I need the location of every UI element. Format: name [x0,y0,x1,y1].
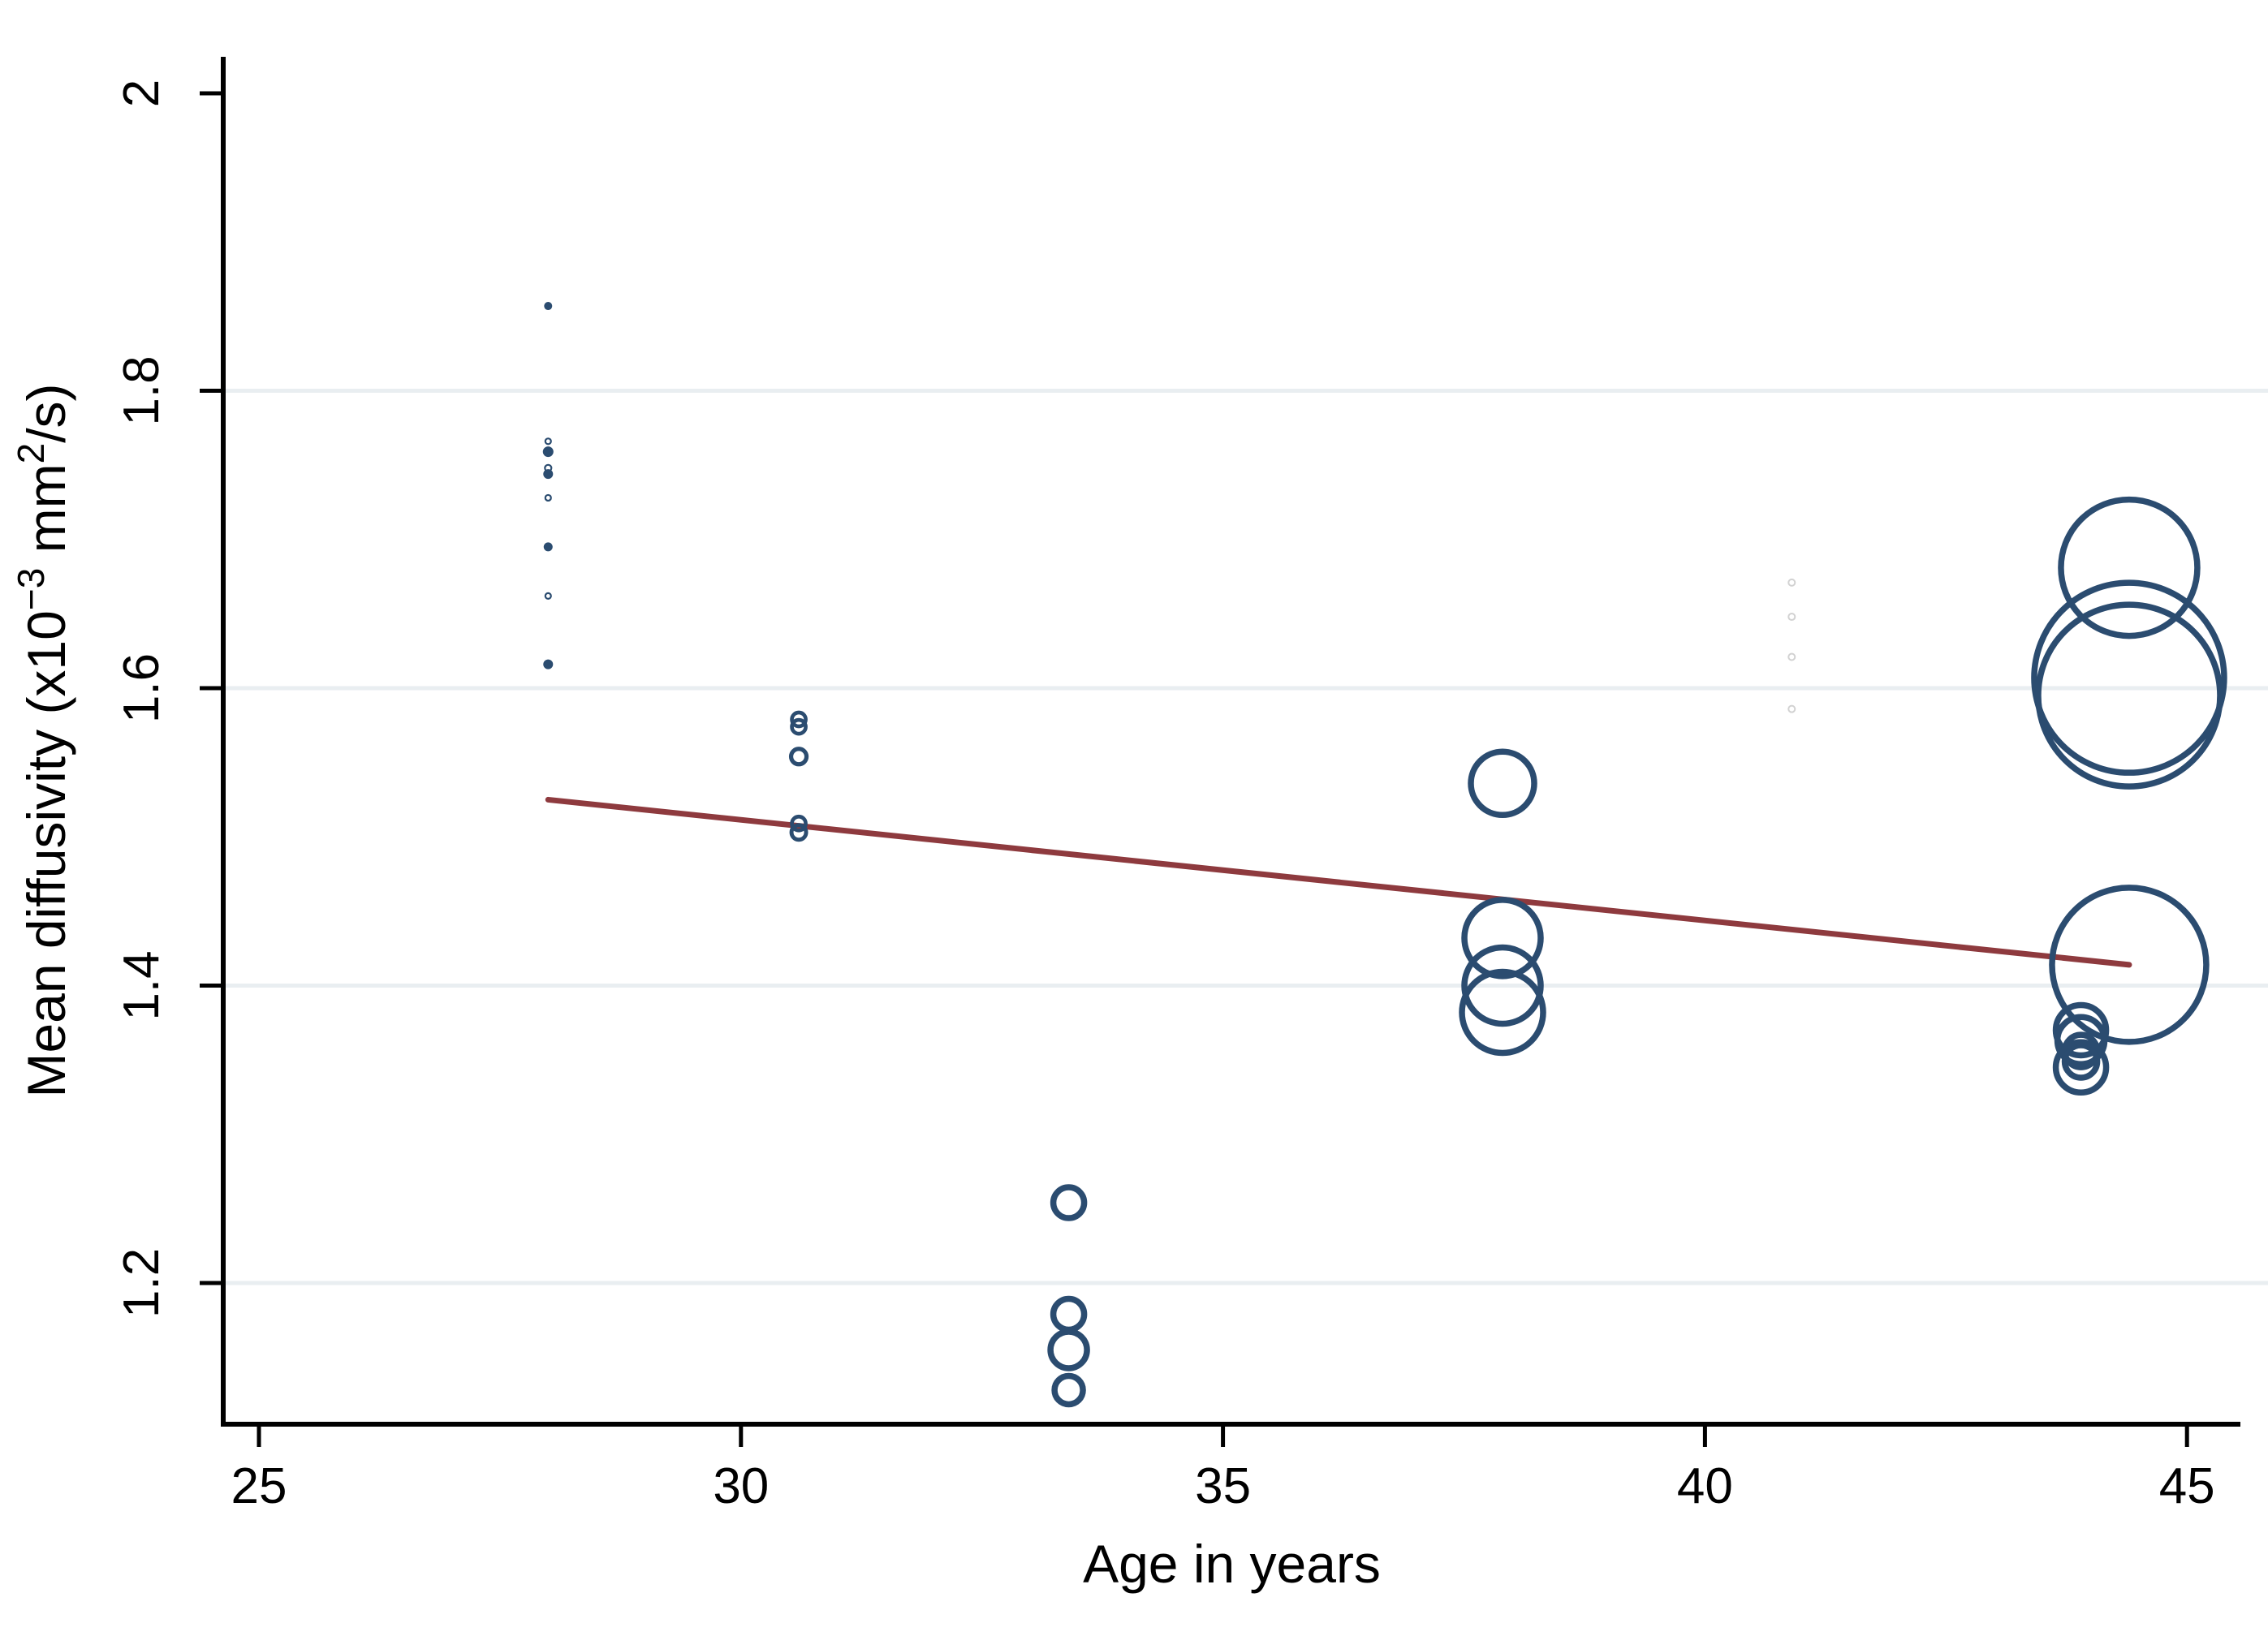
ghost-point [1787,613,1796,622]
data-point-bubble [2058,496,2201,639]
data-point-bubble [2052,1039,2110,1096]
data-point-bubble [2049,885,2210,1045]
data-point-bubble [1459,968,1546,1057]
x-tick-label: 35 [1195,1458,1251,1514]
data-point-bubble [544,592,552,600]
data-point-bubble [790,710,808,729]
data-point-bubble [544,493,552,502]
data-point-bubble [1050,1184,1088,1221]
data-point-bubble [544,437,552,446]
data-point-bubble [789,823,808,842]
x-tick-label: 45 [2159,1458,2215,1514]
y-tick-label: 1.6 [114,653,170,723]
y-tick-label: 1.2 [114,1248,170,1318]
data-point-bubble [1051,1372,1086,1408]
data-point-bubble [1461,897,1544,979]
data-point-bubble [1050,1295,1088,1333]
ghost-points [1787,578,1796,713]
data-point-bubble [2052,1001,2110,1059]
x-tick-label: 30 [713,1458,769,1514]
x-tick-label: 25 [231,1458,287,1514]
x-tick-label: 40 [1677,1458,1733,1514]
data-point-bubble [790,814,808,833]
y-axis-title: Mean diffusivity (x10−3 mm2/s) [10,383,76,1097]
data-point-bubble [790,717,808,736]
data-point-bubble [2031,579,2227,776]
y-tick-label: 1.4 [114,950,170,1020]
gridlines [223,389,2268,1285]
data-point-bubble [2054,1014,2108,1068]
data-points [542,302,2227,1408]
data-point-bubble [788,747,809,767]
data-point-bubble [543,542,553,552]
y-tick-label: 2 [114,80,170,107]
data-point-bubble [2035,601,2223,790]
fit-line-layer [545,796,2132,968]
data-point-bubble [1461,944,1544,1027]
ghost-point [1787,704,1796,713]
data-point-bubble [544,302,553,311]
data-point-bubble [542,446,554,458]
fit-line [545,796,2132,968]
data-point-bubble [543,469,554,480]
data-point-bubble [1047,1328,1090,1371]
y-tick-label: 1.8 [114,355,170,425]
x-axis-title: Age in years [1083,1534,1381,1594]
axis-labels: Age in years Mean diffusivity (x10−3 mm2… [10,80,2215,1594]
data-point-bubble [1468,748,1537,819]
axes [200,57,2240,1447]
data-point-bubble [543,659,554,670]
ghost-point [1787,578,1796,587]
ghost-point [1787,652,1796,661]
